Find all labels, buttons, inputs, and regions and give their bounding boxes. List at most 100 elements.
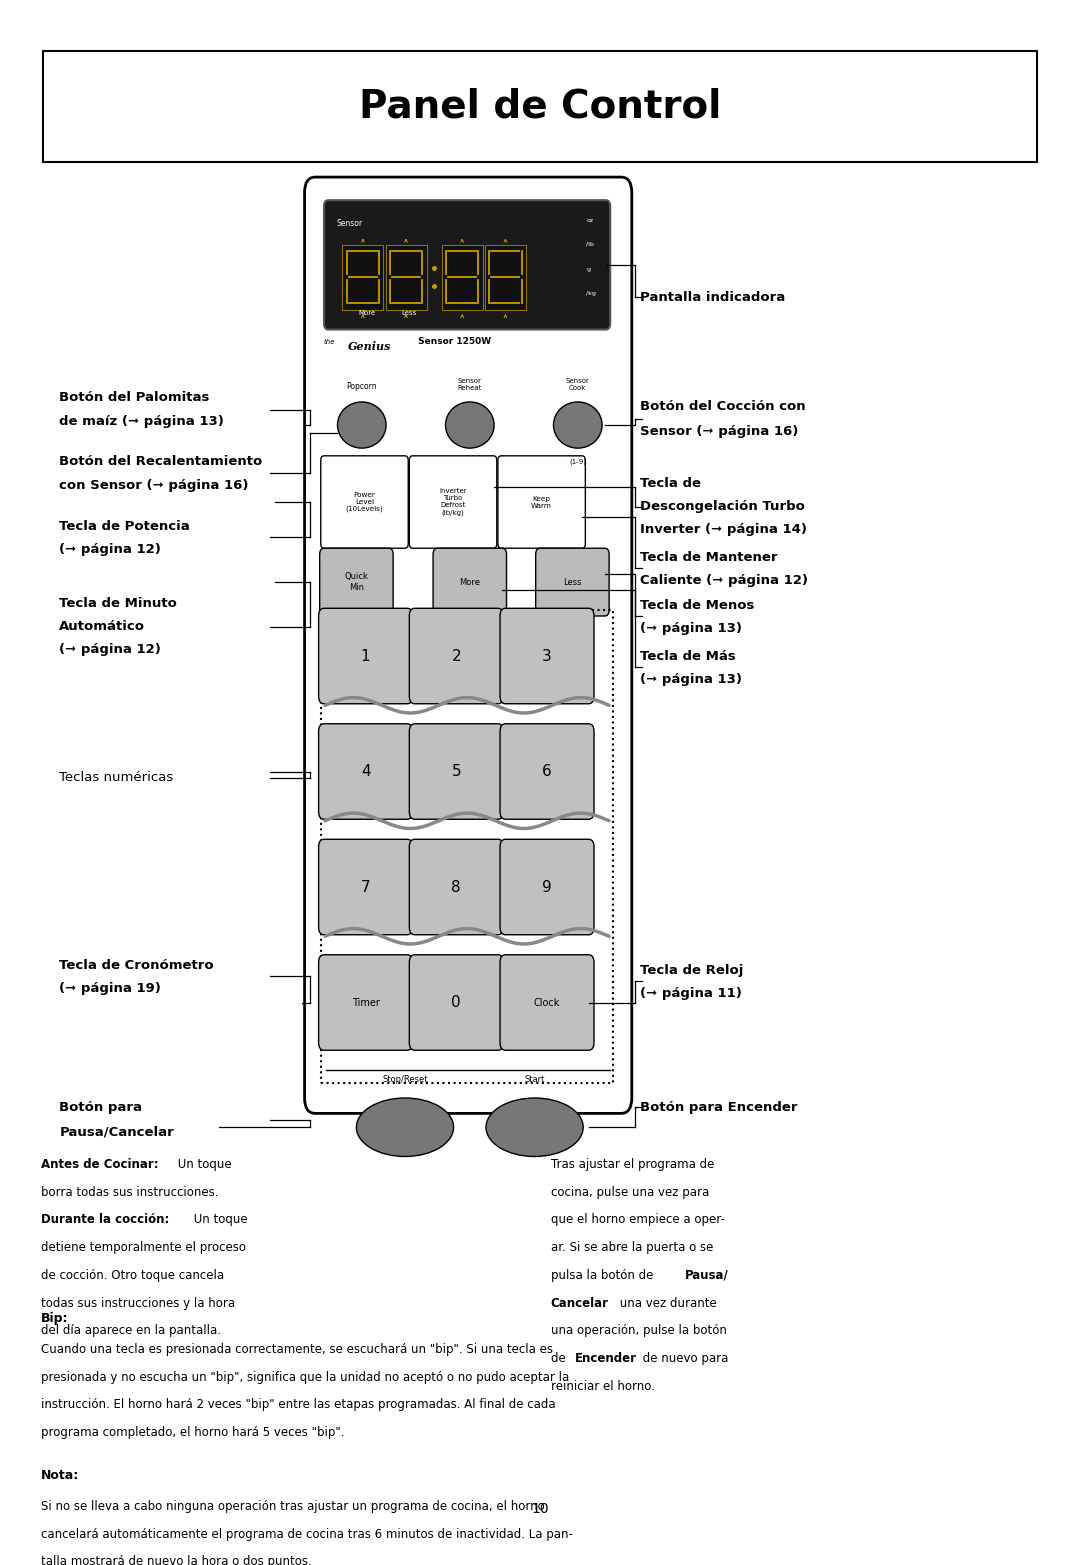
Text: (➞ página 13): (➞ página 13)	[640, 673, 742, 685]
Text: Cancelar: Cancelar	[551, 1297, 609, 1310]
Text: Genius: Genius	[348, 341, 391, 352]
FancyBboxPatch shape	[319, 839, 413, 934]
Text: (➞ página 12): (➞ página 12)	[59, 543, 161, 556]
FancyBboxPatch shape	[324, 200, 610, 330]
FancyBboxPatch shape	[319, 955, 413, 1050]
Text: Tecla de Cronómetro: Tecla de Cronómetro	[59, 959, 214, 972]
Text: talla mostrará de nuevo la hora o dos puntos.: talla mostrará de nuevo la hora o dos pu…	[41, 1556, 312, 1565]
FancyBboxPatch shape	[442, 244, 483, 310]
FancyBboxPatch shape	[319, 609, 413, 704]
FancyBboxPatch shape	[409, 839, 503, 934]
FancyBboxPatch shape	[536, 548, 609, 617]
Text: oz: oz	[586, 218, 594, 224]
FancyBboxPatch shape	[498, 455, 585, 548]
Text: Sensor (➞ página 16): Sensor (➞ página 16)	[640, 424, 799, 438]
FancyBboxPatch shape	[433, 548, 507, 617]
Text: (➞ página 11): (➞ página 11)	[640, 988, 742, 1000]
Text: Descongelación Turbo: Descongelación Turbo	[640, 501, 806, 513]
Text: Botón para: Botón para	[59, 1100, 143, 1114]
Text: Tras ajustar el programa de: Tras ajustar el programa de	[551, 1158, 714, 1171]
Text: Timer: Timer	[352, 997, 379, 1008]
Text: Bip:: Bip:	[41, 1311, 68, 1326]
Text: Pausa/Cancelar: Pausa/Cancelar	[59, 1125, 174, 1138]
FancyBboxPatch shape	[305, 177, 632, 1113]
Text: Tecla de Mantener: Tecla de Mantener	[640, 551, 778, 563]
Text: Durante la cocción:: Durante la cocción:	[41, 1213, 170, 1227]
Text: presionada y no escucha un "bip", significa que la unidad no aceptó o no pudo ac: presionada y no escucha un "bip", signif…	[41, 1371, 569, 1383]
Text: Tecla de Más: Tecla de Más	[640, 649, 737, 662]
Text: reiniciar el horno.: reiniciar el horno.	[551, 1380, 654, 1393]
Text: Un toque: Un toque	[174, 1158, 231, 1171]
Text: de nuevo para: de nuevo para	[639, 1352, 729, 1365]
Text: cocina, pulse una vez para: cocina, pulse una vez para	[551, 1186, 710, 1199]
Text: de: de	[551, 1352, 569, 1365]
Text: Caliente (➞ página 12): Caliente (➞ página 12)	[640, 574, 809, 587]
FancyBboxPatch shape	[342, 244, 383, 310]
Text: (1-9): (1-9)	[569, 459, 586, 465]
Text: Sensor: Sensor	[337, 219, 363, 227]
Text: 10: 10	[531, 1502, 549, 1516]
Text: 6: 6	[542, 764, 552, 779]
Text: Start: Start	[525, 1075, 544, 1085]
Text: Cuando una tecla es presionada correctamente, se escuchará un "bip". Si una tecl: Cuando una tecla es presionada correctam…	[41, 1343, 553, 1355]
FancyBboxPatch shape	[409, 723, 503, 818]
Text: de maíz (➞ página 13): de maíz (➞ página 13)	[59, 415, 225, 429]
Text: Botón del Palomitas: Botón del Palomitas	[59, 391, 210, 404]
Text: Sensor
Cook: Sensor Cook	[566, 379, 590, 391]
Ellipse shape	[486, 1099, 583, 1157]
FancyBboxPatch shape	[485, 244, 526, 310]
Text: Encender: Encender	[575, 1352, 636, 1365]
Text: Keep
Warm: Keep Warm	[531, 496, 552, 509]
Text: 0: 0	[451, 995, 461, 1009]
FancyBboxPatch shape	[500, 723, 594, 818]
Text: Sensor
Reheat: Sensor Reheat	[458, 379, 482, 391]
Text: 5: 5	[451, 764, 461, 779]
Text: Automático: Automático	[59, 620, 146, 634]
Text: Antes de Cocinar:: Antes de Cocinar:	[41, 1158, 159, 1171]
Text: 9: 9	[542, 880, 552, 895]
Ellipse shape	[445, 402, 494, 448]
Text: (➞ página 13): (➞ página 13)	[640, 621, 742, 635]
Text: Less: Less	[563, 577, 582, 587]
Text: que el horno empiece a oper-: que el horno empiece a oper-	[551, 1213, 725, 1227]
Text: pulsa la botón de: pulsa la botón de	[551, 1269, 657, 1282]
Text: 8: 8	[451, 880, 461, 895]
Text: 4: 4	[361, 764, 370, 779]
Text: Tecla de Reloj: Tecla de Reloj	[640, 964, 744, 977]
Text: una vez durante: una vez durante	[616, 1297, 716, 1310]
Text: /lb: /lb	[586, 241, 594, 246]
Text: cancelará automáticamente el programa de cocina tras 6 minutos de inactividad. L: cancelará automáticamente el programa de…	[41, 1527, 572, 1540]
FancyBboxPatch shape	[500, 839, 594, 934]
Text: Nota:: Nota:	[41, 1470, 79, 1482]
Text: Tecla de Menos: Tecla de Menos	[640, 599, 755, 612]
FancyBboxPatch shape	[321, 455, 408, 548]
FancyBboxPatch shape	[319, 723, 413, 818]
Text: /kg: /kg	[586, 291, 596, 296]
Text: More: More	[459, 577, 481, 587]
Text: Pantalla indicadora: Pantalla indicadora	[640, 291, 785, 304]
Text: (➞ página 12): (➞ página 12)	[59, 643, 161, 656]
FancyBboxPatch shape	[320, 548, 393, 617]
FancyBboxPatch shape	[409, 955, 503, 1050]
Text: Inverter (➞ página 14): Inverter (➞ página 14)	[640, 523, 808, 537]
Ellipse shape	[554, 402, 602, 448]
FancyBboxPatch shape	[43, 50, 1037, 161]
Text: ar. Si se abre la puerta o se: ar. Si se abre la puerta o se	[551, 1241, 713, 1254]
Text: More: More	[359, 310, 376, 316]
Text: (➞ página 19): (➞ página 19)	[59, 983, 161, 995]
Text: del día aparece en la pantalla.: del día aparece en la pantalla.	[41, 1324, 221, 1338]
Text: detiene temporalmente el proceso: detiene temporalmente el proceso	[41, 1241, 246, 1254]
Text: Panel de Control: Panel de Control	[359, 88, 721, 125]
Text: Tecla de Potencia: Tecla de Potencia	[59, 520, 190, 534]
Text: programa completado, el horno hará 5 veces "bip".: programa completado, el horno hará 5 vec…	[41, 1426, 345, 1438]
Text: Botón del Recalentamiento: Botón del Recalentamiento	[59, 455, 262, 468]
Ellipse shape	[356, 1099, 454, 1157]
Text: Tecla de: Tecla de	[640, 477, 701, 490]
Text: 3: 3	[542, 648, 552, 664]
Text: 2: 2	[451, 648, 461, 664]
Text: borra todas sus instrucciones.: borra todas sus instrucciones.	[41, 1186, 218, 1199]
Text: Inverter
Turbo
Defrost
(lb/kg): Inverter Turbo Defrost (lb/kg)	[440, 488, 467, 516]
FancyBboxPatch shape	[409, 455, 497, 548]
Text: Stop/Reset: Stop/Reset	[382, 1075, 428, 1085]
Text: Less: Less	[402, 310, 417, 316]
